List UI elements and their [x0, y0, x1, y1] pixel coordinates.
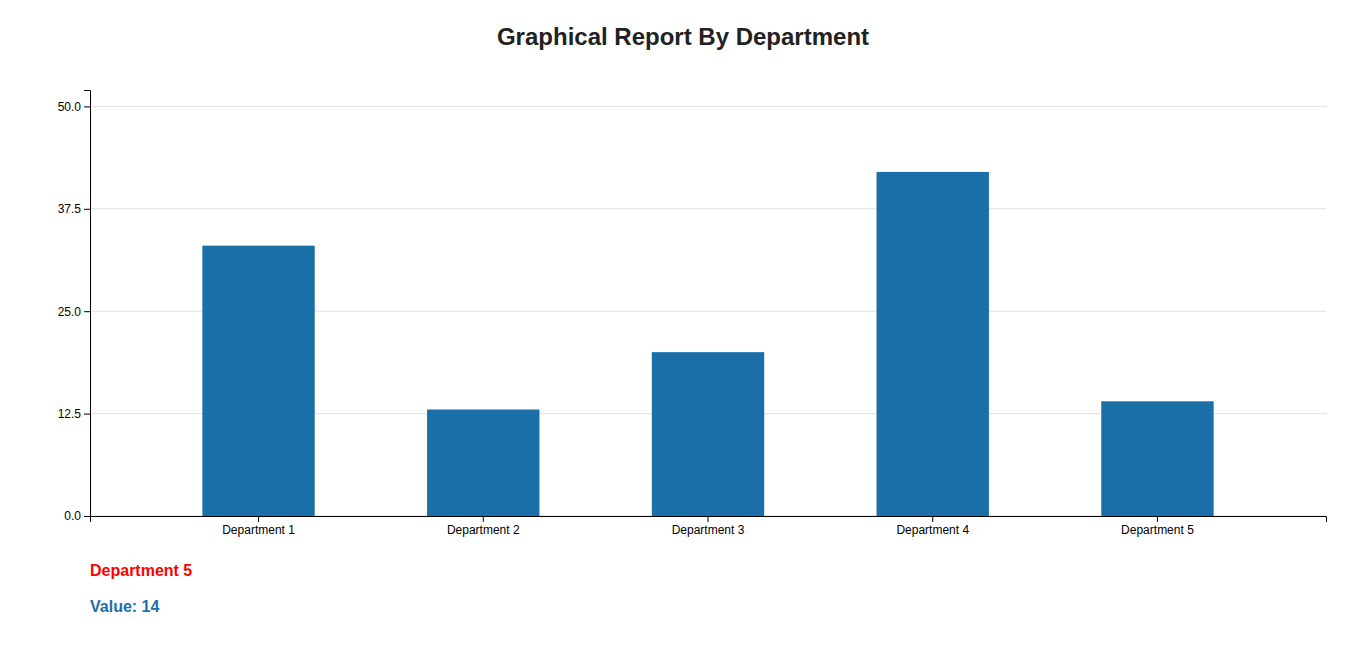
- y-tick-mark: [84, 106, 90, 107]
- x-tick: Department 5: [1121, 516, 1194, 537]
- y-tick-mark: [84, 516, 90, 517]
- y-tick: 50.0: [58, 100, 90, 114]
- x-tick-label: Department 2: [447, 523, 520, 537]
- x-tick: Department 2: [447, 516, 520, 537]
- y-tick: 12.5: [58, 407, 90, 421]
- x-tick-label: Department 4: [896, 523, 969, 537]
- x-tick-label: Department 1: [222, 523, 295, 537]
- y-axis-line: [84, 91, 91, 517]
- y-tick-label: 25.0: [58, 305, 82, 319]
- x-axis-line: [91, 517, 1327, 523]
- bar: [877, 172, 989, 516]
- x-tick-label: Department 3: [672, 523, 745, 537]
- grid: [90, 106, 1326, 516]
- y-tick-mark: [84, 414, 90, 415]
- y-tick-mark: [84, 209, 90, 210]
- x-tick-mark: [708, 516, 709, 522]
- chart: Graphical Report By Department Department…: [0, 0, 1366, 656]
- plot: Department 1 Department 2 Department 3 Depa…: [58, 91, 1327, 537]
- y-tick-label: 0.0: [64, 509, 81, 523]
- annotations: Department 5 Value: 14: [90, 562, 192, 615]
- grid-line: [90, 208, 1326, 209]
- bar: [202, 246, 314, 516]
- x-tick-mark: [258, 516, 259, 522]
- x-tick: Department 4: [896, 516, 969, 537]
- y-axis: 0.0 12.5 25.0 37.5 50.0: [58, 91, 91, 524]
- x-tick-label: Department 5: [1121, 523, 1194, 537]
- y-tick-label: 37.5: [58, 202, 82, 216]
- title: Graphical Report By Department: [497, 23, 869, 50]
- annotation: Value: 14: [90, 598, 159, 615]
- y-tick-label: 50.0: [58, 100, 82, 114]
- y-tick: 0.0: [64, 509, 90, 523]
- bar: [1101, 401, 1213, 516]
- bars: [202, 172, 1213, 516]
- y-tick-label: 12.5: [58, 407, 82, 421]
- bar: [427, 410, 539, 517]
- y-tick-mark: [84, 311, 90, 312]
- x-tick: Department 1: [222, 516, 295, 537]
- x-tick-mark: [483, 516, 484, 522]
- bar: [652, 352, 764, 516]
- x-tick-mark: [932, 516, 933, 522]
- x-tick: Department 3: [672, 516, 745, 537]
- grid-line: [90, 106, 1326, 107]
- y-tick: 37.5: [58, 202, 90, 216]
- x-tick-mark: [1157, 516, 1158, 522]
- y-tick: 25.0: [58, 305, 90, 319]
- annotation: Department 5: [90, 562, 192, 579]
- x-axis: Department 1 Department 2 Department 3 Depa…: [91, 516, 1327, 537]
